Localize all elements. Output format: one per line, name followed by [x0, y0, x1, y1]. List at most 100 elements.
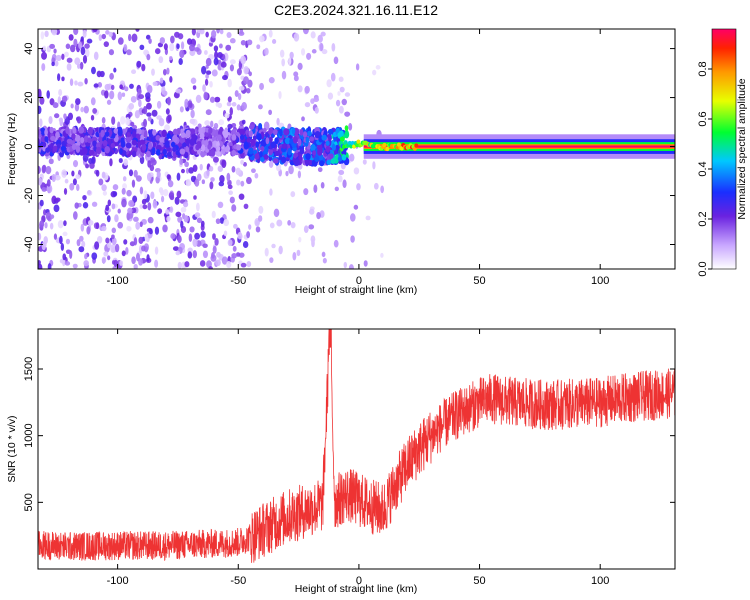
- spectrogram-cell: [174, 31, 180, 38]
- spectrogram-cell: [85, 163, 90, 169]
- spectrogram-cell: [354, 142, 359, 148]
- spectrogram-cell: [138, 99, 142, 108]
- spectrogram-cell: [80, 223, 85, 232]
- spectrogram-cell: [106, 215, 111, 223]
- spectrogram-cell: [107, 199, 112, 207]
- spectrogram-cell: [182, 201, 189, 208]
- spectrogram-cell: [75, 145, 81, 153]
- colorbar-ticks: 0.0 0.2 0.4 0.6 0.8: [697, 28, 737, 277]
- spectrogram-cell: [91, 201, 98, 207]
- spectrogram-cell: [97, 236, 103, 244]
- spectrogram-cell: [224, 112, 230, 119]
- spectrogram-cell: [202, 243, 208, 249]
- spectrogram-cell: [82, 54, 88, 64]
- spectrogram-y-label: Frequency (Hz): [6, 113, 18, 185]
- spectrogram-cell: [310, 235, 316, 243]
- spectrogram-cell: [217, 201, 224, 209]
- spectrogram-cell: [227, 123, 233, 130]
- spectrogram-cell: [151, 109, 158, 117]
- spectrogram-cell: [170, 141, 176, 148]
- spectrogram-xtick-label: -100: [107, 275, 129, 287]
- spectrogram-cell: [130, 121, 135, 127]
- spectrogram-cell: [51, 173, 56, 183]
- spectrogram-cell: [110, 84, 115, 91]
- spectrogram-cell: [84, 43, 90, 49]
- spectrogram-cell: [192, 85, 197, 90]
- spectrogram-cell: [169, 75, 173, 83]
- spectrogram-cell: [125, 117, 130, 126]
- spectrogram-cell: [287, 220, 292, 226]
- spectrogram-cell: [87, 219, 94, 226]
- spectrogram-cell: [172, 246, 179, 252]
- spectrogram-cell: [112, 191, 118, 197]
- spectrogram-cell: [169, 206, 174, 214]
- spectrogram-cell: [312, 150, 317, 156]
- spectrogram-cell: [233, 223, 238, 229]
- spectrogram-cell: [297, 85, 303, 93]
- spectrogram-cell: [60, 145, 67, 151]
- spectrogram-cell: [111, 116, 116, 125]
- spectrogram-cell: [69, 250, 73, 259]
- spectrogram-cell: [61, 95, 68, 103]
- spectrogram-cell: [199, 29, 205, 35]
- spectrogram-cell: [49, 126, 54, 134]
- spectrogram-cell: [239, 128, 246, 136]
- spectrogram-cell: [193, 195, 197, 200]
- spectrogram-cell: [76, 239, 81, 247]
- spectrogram-cell: [195, 94, 202, 104]
- spectrogram-cell: [318, 160, 325, 167]
- spectrogram-cell: [209, 96, 216, 103]
- spectrogram-cell: [79, 61, 84, 70]
- spectrogram-cell: [143, 130, 148, 138]
- spectrogram-cell: [305, 153, 311, 161]
- spectrogram-cell: [229, 59, 236, 65]
- spectrogram-cell: [43, 236, 48, 245]
- spectrogram-cell: [61, 53, 65, 60]
- spectrogram-cell: [133, 263, 138, 269]
- spectrogram-cell: [236, 68, 242, 76]
- spectrogram-cell: [106, 99, 112, 105]
- spectrogram-cell: [123, 44, 128, 52]
- spectrogram-cell: [146, 102, 152, 110]
- spectrogram-cell: [42, 45, 47, 51]
- spectrogram-cell: [92, 108, 98, 114]
- spectrogram-cell: [240, 180, 245, 187]
- spectrogram-cell: [269, 188, 273, 196]
- spectrogram-cell: [78, 246, 85, 253]
- spectrogram-cell: [334, 186, 339, 192]
- spectrogram-cell: [217, 165, 224, 172]
- spectrogram-cell: [204, 120, 211, 126]
- spectrogram-cell: [119, 84, 124, 90]
- spectrogram-cell: [111, 234, 115, 239]
- spectrogram-cell: [305, 136, 310, 144]
- spectrogram-cell: [313, 184, 318, 193]
- spectrogram-cell: [246, 176, 252, 185]
- spectrogram-cell: [196, 217, 203, 224]
- spectrogram-cell: [288, 165, 294, 175]
- spectrogram-cell: [239, 134, 245, 141]
- spectrogram-cell: [258, 104, 263, 110]
- spectrogram-xtick-label: -50: [230, 275, 246, 287]
- spectrogram-cell: [310, 144, 316, 152]
- spectrogram-cell: [284, 137, 291, 145]
- spectrogram-cell: [328, 153, 334, 159]
- spectrogram-cell: [148, 141, 153, 150]
- spectrogram-cell: [349, 153, 355, 162]
- spectrogram-cell: [150, 191, 155, 200]
- spectrogram-cell: [372, 69, 377, 76]
- spectrogram-cell: [59, 235, 63, 245]
- spectrogram-cell: [101, 225, 107, 232]
- spectrogram-cell: [238, 252, 245, 258]
- spectrogram-cell: [239, 29, 244, 35]
- spectrogram-cell: [147, 116, 152, 122]
- spectrogram-cell: [180, 41, 185, 50]
- spectrogram-cell: [255, 141, 260, 148]
- spectrogram-cell: [166, 67, 170, 75]
- spectrogram-cell: [280, 156, 287, 164]
- spectrogram-cell: [216, 29, 220, 34]
- spectrogram-cell: [189, 138, 196, 146]
- spectrogram-cell: [210, 149, 216, 157]
- spectrogram-cell: [71, 133, 76, 140]
- spectrogram-cell: [183, 215, 189, 223]
- spectrogram-cell: [133, 216, 139, 222]
